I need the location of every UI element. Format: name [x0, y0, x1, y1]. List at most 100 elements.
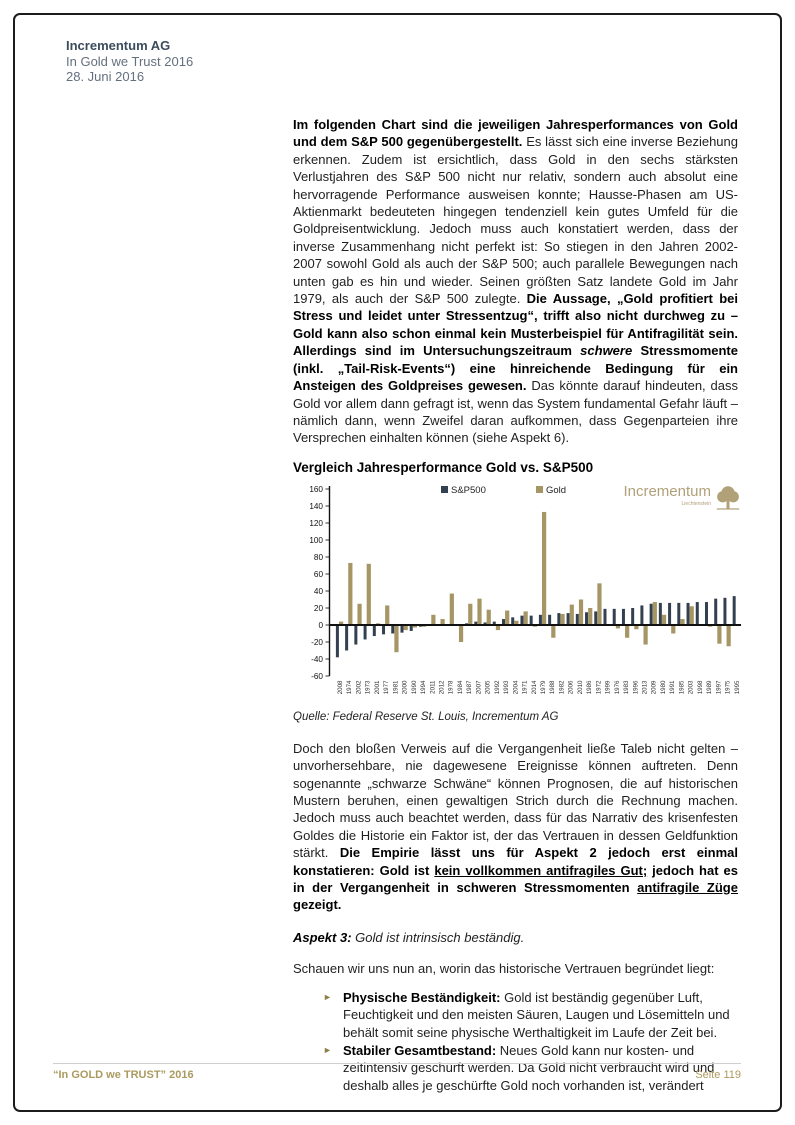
svg-text:2012: 2012	[439, 680, 446, 694]
list-item: ► Stabiler Gesamtbestand: Neues Gold kan…	[293, 1042, 738, 1094]
svg-text:2000: 2000	[402, 680, 409, 694]
bullet-list: ► Physische Beständigkeit: Gold ist best…	[293, 989, 738, 1094]
svg-text:2008: 2008	[337, 680, 344, 694]
aspekt-3-text: Gold ist intrinsisch beständig.	[351, 929, 525, 945]
svg-text:1995: 1995	[734, 680, 741, 694]
svg-text:1983: 1983	[623, 680, 630, 694]
svg-text:1977: 1977	[383, 680, 390, 694]
svg-text:1991: 1991	[669, 680, 676, 694]
paragraph-2-bold-1: Die Empirie lässt uns für Aspekt 2 jedoc…	[293, 845, 738, 878]
svg-text:-60: -60	[311, 672, 323, 681]
document-footer: “In GOLD we TRUST” 2016 Seite 119	[53, 1063, 741, 1081]
svg-text:1971: 1971	[522, 680, 529, 694]
bullet-1-lead: Physische Beständigkeit:	[343, 989, 501, 1005]
svg-text:2007: 2007	[475, 680, 482, 694]
tree-icon	[716, 485, 740, 510]
report-date: 28. Juni 2016	[66, 69, 145, 84]
svg-text:-40: -40	[311, 655, 323, 664]
svg-text:1985: 1985	[678, 680, 685, 694]
svg-text:120: 120	[309, 519, 323, 528]
svg-text:1981: 1981	[392, 680, 399, 694]
document-header: Incrementum AG In Gold we Trust 2016 28.…	[66, 38, 193, 85]
svg-text:1972: 1972	[595, 680, 602, 694]
paragraph-2-text: Doch den bloßen Verweis auf die Vergange…	[293, 740, 738, 861]
svg-text:80: 80	[314, 553, 324, 562]
main-content: Im folgenden Chart sind die jeweiligen J…	[293, 116, 741, 1094]
svg-text:1984: 1984	[457, 680, 464, 694]
intro-line: Schauen wir uns nun an, worin das histor…	[293, 960, 715, 976]
svg-text:1994: 1994	[420, 680, 427, 694]
svg-text:1988: 1988	[549, 680, 556, 694]
svg-text:1973: 1973	[365, 680, 372, 694]
svg-text:1982: 1982	[558, 680, 565, 694]
svg-text:140: 140	[309, 502, 323, 511]
svg-text:1998: 1998	[697, 680, 704, 694]
svg-text:2005: 2005	[485, 680, 492, 694]
paragraph-2: Doch den bloßen Verweis auf die Vergange…	[293, 740, 738, 914]
svg-text:1980: 1980	[660, 680, 667, 694]
chart-block: Vergleich Jahresperformance Gold vs. S&P…	[293, 459, 741, 723]
svg-text:2006: 2006	[568, 680, 575, 694]
aspekt-3-label: Aspekt 3:	[293, 929, 352, 945]
svg-text:1999: 1999	[605, 680, 612, 694]
paragraph-1-bold-2: Die Aussage, „Gold profitiert bei Stress…	[293, 291, 738, 359]
footer-left: “In GOLD we TRUST” 2016	[53, 1069, 194, 1081]
svg-text:1979: 1979	[540, 680, 547, 694]
paragraph-2-bold-2: jedoch hat es in der Vergangenheit in sc…	[293, 862, 738, 895]
chart-source: Quelle: Federal Reserve St. Louis, Incre…	[293, 710, 559, 723]
paragraph-2-underline-2: antifragile Züge	[637, 879, 738, 895]
svg-text:1987: 1987	[466, 680, 473, 694]
svg-text:1997: 1997	[715, 680, 722, 694]
svg-text:1978: 1978	[448, 680, 455, 694]
report-title: In Gold we Trust 2016	[66, 53, 194, 69]
svg-text:S&P500: S&P500	[451, 485, 486, 496]
chart-title: Vergleich Jahresperformance Gold vs. S&P…	[293, 459, 594, 475]
paragraph-1-text-2: Das könnte darauf hindeuten, dass Gold v…	[293, 378, 738, 446]
bullet-2-lead: Stabiler Gesamtbestand:	[343, 1043, 497, 1058]
performance-chart: 160 140 120 100 80 60 40 20 0 -20 -40 -60 2008 1974 20…	[293, 479, 743, 708]
svg-text:1975: 1975	[725, 680, 732, 694]
footer-page-number: Seite 119	[695, 1069, 741, 1081]
svg-text:60: 60	[314, 570, 324, 579]
svg-text:2003: 2003	[688, 680, 695, 694]
paragraph-2-bold-3: gezeigt.	[293, 897, 342, 913]
paragraph-2-underline-1: kein vollkommen antifragiles Gut;	[434, 862, 648, 878]
bullet-arrow-icon: ►	[323, 1045, 332, 1055]
incrementum-logo: Incrementum Liechtenstein	[623, 484, 743, 514]
list-item: ► Physische Beständigkeit: Gold ist best…	[293, 989, 738, 1041]
logo-text: Incrementum	[623, 482, 711, 500]
paragraph-1-text: Es lässt sich eine inverse Beziehung erk…	[293, 134, 739, 307]
svg-text:2002: 2002	[355, 680, 362, 694]
bullet-arrow-icon: ►	[323, 991, 332, 1002]
svg-text:100: 100	[309, 536, 323, 545]
bullet-2-text: Neues Gold kann nur kosten- und zeitinte…	[343, 1043, 715, 1093]
paragraph-1-bold-italic: schwere	[580, 343, 633, 359]
svg-text:2004: 2004	[512, 680, 519, 694]
bullet-1-text: Gold ist beständig gegenüber Luft, Feuch…	[343, 989, 730, 1040]
company-name: Incrementum AG	[66, 38, 171, 53]
svg-text:2014: 2014	[531, 680, 538, 694]
paragraph-1-bold-3: Stressmomente (inkl. „Tail-Risk-Events“)…	[293, 343, 738, 394]
aspekt-3-heading: Aspekt 3: Gold ist intrinsisch beständig…	[293, 930, 738, 945]
svg-text:-20: -20	[311, 638, 323, 647]
svg-text:1993: 1993	[503, 680, 510, 694]
svg-text:1976: 1976	[614, 680, 621, 694]
svg-text:1996: 1996	[632, 680, 639, 694]
svg-text:20: 20	[314, 604, 324, 613]
svg-text:0: 0	[318, 621, 323, 630]
svg-text:1992: 1992	[494, 680, 501, 694]
logo-subtext: Liechtenstein	[681, 500, 711, 507]
svg-text:1986: 1986	[586, 680, 593, 694]
svg-text:1990: 1990	[411, 680, 418, 694]
svg-text:2013: 2013	[642, 680, 649, 694]
svg-text:40: 40	[314, 587, 324, 596]
svg-text:2001: 2001	[374, 680, 381, 694]
svg-text:1989: 1989	[706, 680, 713, 694]
paragraph-1: Im folgenden Chart sind die jeweiligen J…	[293, 116, 738, 447]
paragraph-1-bold-lead: Im folgenden Chart sind die jeweiligen J…	[293, 117, 738, 150]
svg-text:160: 160	[309, 485, 323, 494]
svg-text:1974: 1974	[346, 680, 353, 694]
svg-text:Gold: Gold	[546, 485, 566, 496]
